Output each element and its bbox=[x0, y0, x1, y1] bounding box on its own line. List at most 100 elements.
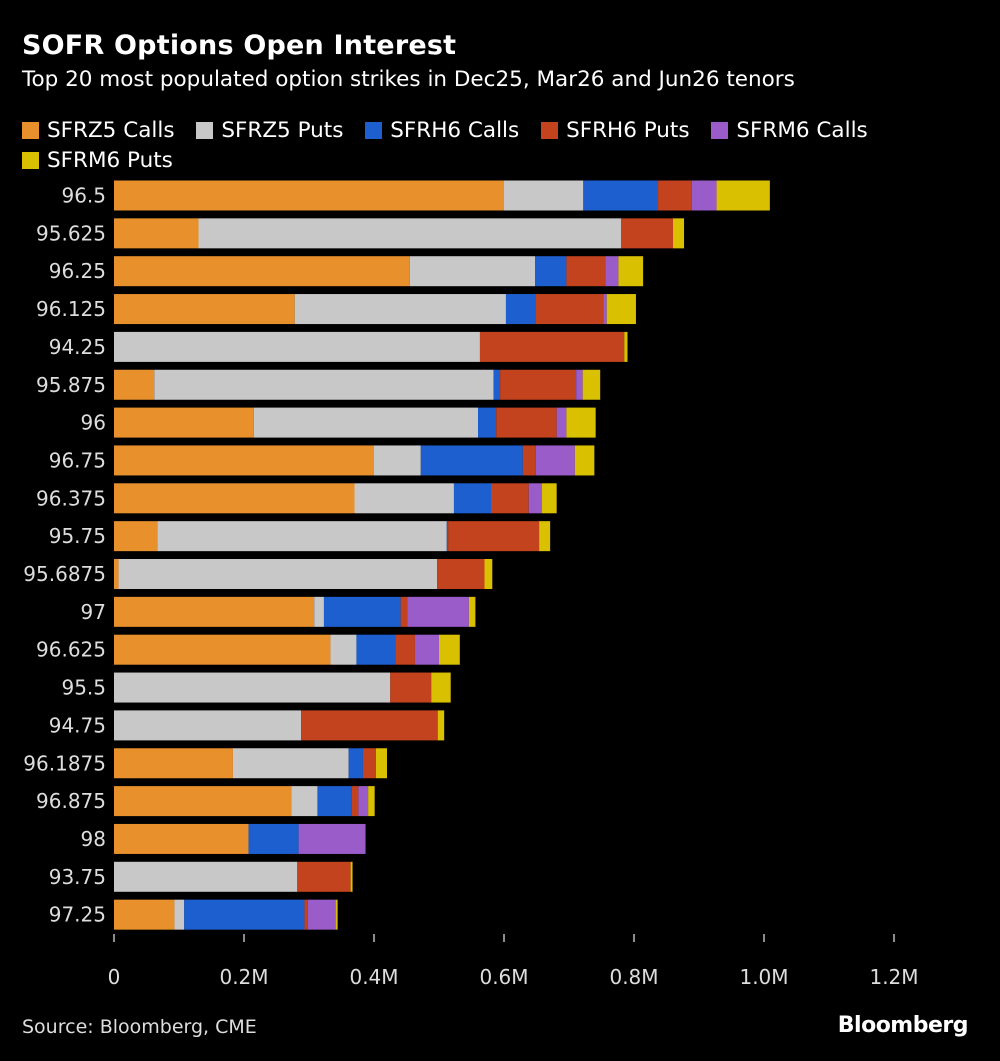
bar-segment bbox=[114, 331, 480, 362]
legend-label: SFRM6 Calls bbox=[736, 117, 868, 143]
bar-segment bbox=[522, 445, 536, 476]
bar-segment bbox=[566, 407, 596, 438]
category-label: 96.75 bbox=[49, 448, 106, 472]
bar-segment bbox=[493, 369, 501, 400]
bar-segment bbox=[114, 369, 155, 400]
bar-segment bbox=[541, 483, 557, 514]
legend-label: SFRM6 Puts bbox=[47, 147, 173, 173]
category-label: 95.5 bbox=[61, 676, 106, 700]
bar-segment bbox=[253, 407, 478, 438]
bar-segment bbox=[535, 445, 575, 476]
bar-segment bbox=[114, 218, 199, 249]
bar-segment bbox=[535, 256, 567, 287]
bar-segment bbox=[350, 861, 353, 892]
category-label: 96.125 bbox=[36, 297, 106, 321]
legend-label: SFRZ5 Calls bbox=[47, 117, 175, 143]
bar-segment bbox=[114, 672, 391, 703]
category-label: 97.25 bbox=[49, 903, 106, 927]
bar-segment bbox=[603, 294, 607, 325]
legend-label: SFRH6 Calls bbox=[390, 117, 520, 143]
legend-swatch bbox=[541, 121, 559, 139]
category-label: 94.25 bbox=[49, 335, 106, 359]
category-label: 93.75 bbox=[49, 865, 106, 889]
bar-segment bbox=[114, 823, 249, 854]
category-label: 95.625 bbox=[36, 221, 106, 245]
bar-segment bbox=[448, 521, 540, 552]
bar-segment bbox=[114, 786, 292, 817]
bar-segment bbox=[574, 445, 595, 476]
bar-segment bbox=[362, 748, 376, 779]
bar-segment bbox=[716, 180, 770, 211]
category-label: 96.5 bbox=[61, 184, 106, 208]
bar-segment bbox=[673, 218, 685, 249]
category-label: 96.1875 bbox=[23, 751, 106, 775]
bar-segment bbox=[118, 559, 438, 589]
bar-segment bbox=[114, 445, 374, 476]
bar-segment bbox=[298, 823, 366, 854]
bar-segment bbox=[232, 748, 349, 779]
category-label: 96.875 bbox=[36, 789, 106, 813]
legend-label: SFRZ5 Puts bbox=[221, 117, 344, 143]
bloomberg-logo: Bloomberg bbox=[837, 1013, 969, 1038]
bar-segment bbox=[351, 786, 359, 817]
x-tick-label: 0.8M bbox=[609, 965, 658, 989]
legend-swatch bbox=[22, 151, 39, 169]
legend-item-sfrh6-puts: SFRH6 Puts bbox=[541, 115, 690, 145]
bar-segment bbox=[556, 407, 567, 438]
bar-segment bbox=[301, 710, 438, 741]
bar-segment bbox=[618, 256, 644, 287]
bar-segment bbox=[605, 256, 619, 287]
bar-segment bbox=[484, 559, 493, 589]
bar-segment bbox=[358, 786, 369, 817]
bar-segment bbox=[348, 748, 363, 779]
bar-segment bbox=[491, 483, 529, 514]
bar-segment bbox=[478, 407, 497, 438]
bar-segment bbox=[114, 596, 315, 627]
bar-segment bbox=[583, 180, 659, 211]
bar-segment bbox=[291, 786, 318, 817]
bar-segment bbox=[576, 369, 583, 400]
bar-segment bbox=[658, 180, 692, 211]
bar-segment bbox=[335, 899, 338, 930]
category-label: 95.875 bbox=[36, 373, 106, 397]
source-note: Source: Bloomberg, CME bbox=[22, 1016, 257, 1038]
bar-segment bbox=[114, 407, 254, 438]
bar-segment bbox=[535, 294, 604, 325]
bar-segment bbox=[317, 786, 352, 817]
x-tick-label: 0.6M bbox=[479, 965, 528, 989]
legend-swatch bbox=[196, 121, 214, 139]
bar-segment bbox=[314, 596, 324, 627]
bar-segment bbox=[304, 899, 308, 930]
bar-segment bbox=[354, 483, 454, 514]
bar-segment bbox=[248, 823, 299, 854]
bar-segment bbox=[114, 748, 233, 779]
bar-segment bbox=[330, 634, 357, 665]
bar-segment bbox=[453, 483, 491, 514]
bar-segment bbox=[606, 294, 636, 325]
bar-segment bbox=[539, 521, 551, 552]
bar-segment bbox=[323, 596, 401, 627]
legend-item-sfrz5-puts: SFRZ5 Puts bbox=[196, 115, 343, 145]
bar-segment bbox=[157, 521, 447, 552]
bar-segment bbox=[154, 369, 494, 400]
bar-segment bbox=[184, 899, 305, 930]
bar-segment bbox=[500, 369, 577, 400]
x-tick-label: 0 bbox=[108, 965, 121, 989]
category-label: 96 bbox=[81, 411, 106, 435]
x-tick-label: 0.4M bbox=[349, 965, 398, 989]
bar-segment bbox=[437, 710, 445, 741]
bar-segment bbox=[375, 748, 387, 779]
bar-segment bbox=[198, 218, 621, 249]
bar-segment bbox=[528, 483, 542, 514]
chart-subtitle: Top 20 most populated option strikes in … bbox=[22, 67, 795, 92]
bar-segment bbox=[114, 899, 175, 930]
legend-swatch bbox=[22, 121, 39, 139]
category-label: 95.75 bbox=[49, 524, 106, 548]
bar-segment bbox=[446, 521, 449, 552]
bar-segment bbox=[368, 786, 375, 817]
legend-item-sfrm6-calls: SFRM6 Calls bbox=[711, 115, 868, 145]
bar-segment bbox=[479, 331, 625, 362]
bar-segment bbox=[407, 596, 469, 627]
bar-segment bbox=[114, 559, 119, 589]
